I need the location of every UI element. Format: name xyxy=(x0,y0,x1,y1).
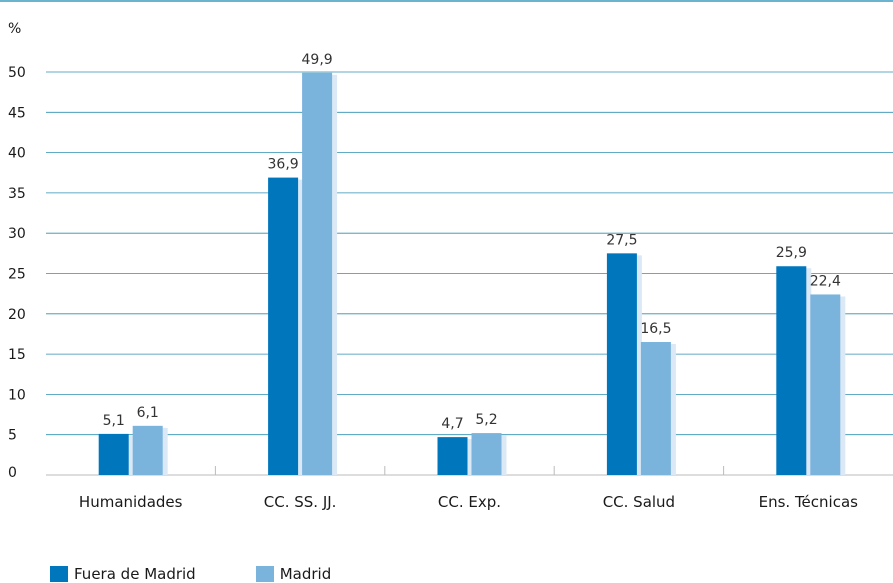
data-label: 49,9 xyxy=(302,52,333,68)
y-tick-label: 35 xyxy=(8,186,26,202)
data-label: 22,4 xyxy=(810,273,841,289)
category-label: CC. SS. JJ. xyxy=(264,493,337,511)
legend-swatch xyxy=(255,566,274,582)
y-tick-label: 20 xyxy=(8,307,26,323)
bar xyxy=(640,342,671,475)
bar xyxy=(810,294,841,475)
data-label: 5,2 xyxy=(475,412,497,428)
y-tick-label: 15 xyxy=(8,347,26,363)
legend: Fuera de Madrid Madrid xyxy=(50,565,331,583)
y-tick-label: 10 xyxy=(8,387,26,403)
y-tick-label: 40 xyxy=(8,146,26,162)
y-tick-label: 30 xyxy=(8,226,26,242)
category-label: CC. Exp. xyxy=(438,493,501,511)
bar xyxy=(776,266,807,475)
data-label: 5,1 xyxy=(103,413,125,429)
bar xyxy=(98,433,129,475)
category-label: Humanidades xyxy=(79,493,183,511)
y-tick-label: 25 xyxy=(8,267,26,283)
y-tick-label: 5 xyxy=(8,428,17,444)
category-label: CC. Salud xyxy=(603,493,675,511)
data-label: 36,9 xyxy=(268,157,299,173)
legend-item: Fuera de Madrid xyxy=(50,565,196,583)
bar xyxy=(606,253,637,475)
category-label: Ens. Técnicas xyxy=(759,493,859,511)
data-label: 27,5 xyxy=(606,232,637,248)
bar xyxy=(132,425,163,475)
bar xyxy=(302,72,333,475)
legend-item: Madrid xyxy=(255,565,332,583)
y-unit-label: % xyxy=(8,21,21,37)
bar xyxy=(268,177,299,475)
data-label: 6,1 xyxy=(137,405,159,421)
bar xyxy=(471,433,502,475)
legend-label: Fuera de Madrid xyxy=(74,565,196,583)
data-label: 4,7 xyxy=(441,416,463,432)
legend-label: Madrid xyxy=(279,565,332,583)
y-tick-label: 50 xyxy=(8,65,26,81)
y-tick-label: 45 xyxy=(8,105,26,121)
y-tick-label: 0 xyxy=(8,465,17,481)
data-label: 16,5 xyxy=(640,321,671,337)
bar-chart: % 0 5 10 15 20 25 30 35 40 45 50 5,1 6,1 Humanidades 36… xyxy=(0,0,893,511)
legend-swatch xyxy=(50,566,68,582)
data-label: 25,9 xyxy=(776,245,807,261)
bar xyxy=(437,437,468,475)
